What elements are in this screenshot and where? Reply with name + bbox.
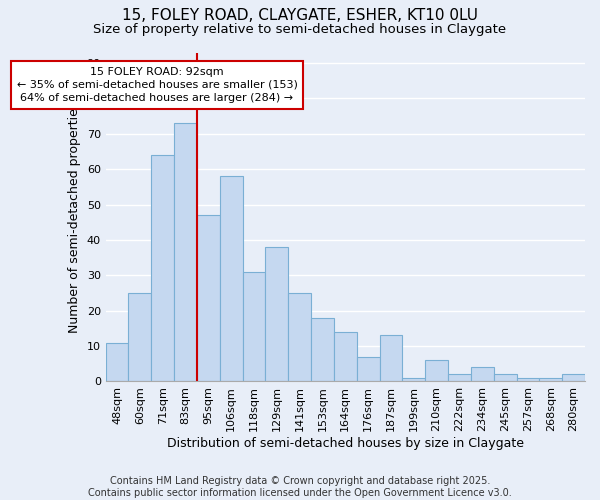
Text: Size of property relative to semi-detached houses in Claygate: Size of property relative to semi-detach…: [94, 22, 506, 36]
Bar: [265, 247, 288, 382]
Bar: [151, 155, 174, 382]
X-axis label: Distribution of semi-detached houses by size in Claygate: Distribution of semi-detached houses by …: [167, 437, 524, 450]
Text: Contains HM Land Registry data © Crown copyright and database right 2025.
Contai: Contains HM Land Registry data © Crown c…: [88, 476, 512, 498]
Bar: [334, 332, 357, 382]
Bar: [448, 374, 471, 382]
Bar: [539, 378, 562, 382]
Bar: [220, 176, 242, 382]
Text: 15, FOLEY ROAD, CLAYGATE, ESHER, KT10 0LU: 15, FOLEY ROAD, CLAYGATE, ESHER, KT10 0L…: [122, 8, 478, 22]
Bar: [128, 293, 151, 382]
Bar: [562, 374, 585, 382]
Y-axis label: Number of semi-detached properties: Number of semi-detached properties: [68, 102, 81, 332]
Bar: [425, 360, 448, 382]
Bar: [106, 342, 128, 382]
Bar: [517, 378, 539, 382]
Bar: [494, 374, 517, 382]
Bar: [357, 356, 380, 382]
Bar: [403, 378, 425, 382]
Bar: [471, 368, 494, 382]
Bar: [242, 272, 265, 382]
Bar: [380, 336, 403, 382]
Bar: [288, 293, 311, 382]
Text: 15 FOLEY ROAD: 92sqm
← 35% of semi-detached houses are smaller (153)
64% of semi: 15 FOLEY ROAD: 92sqm ← 35% of semi-detac…: [17, 66, 298, 103]
Bar: [197, 215, 220, 382]
Bar: [311, 318, 334, 382]
Bar: [174, 123, 197, 382]
